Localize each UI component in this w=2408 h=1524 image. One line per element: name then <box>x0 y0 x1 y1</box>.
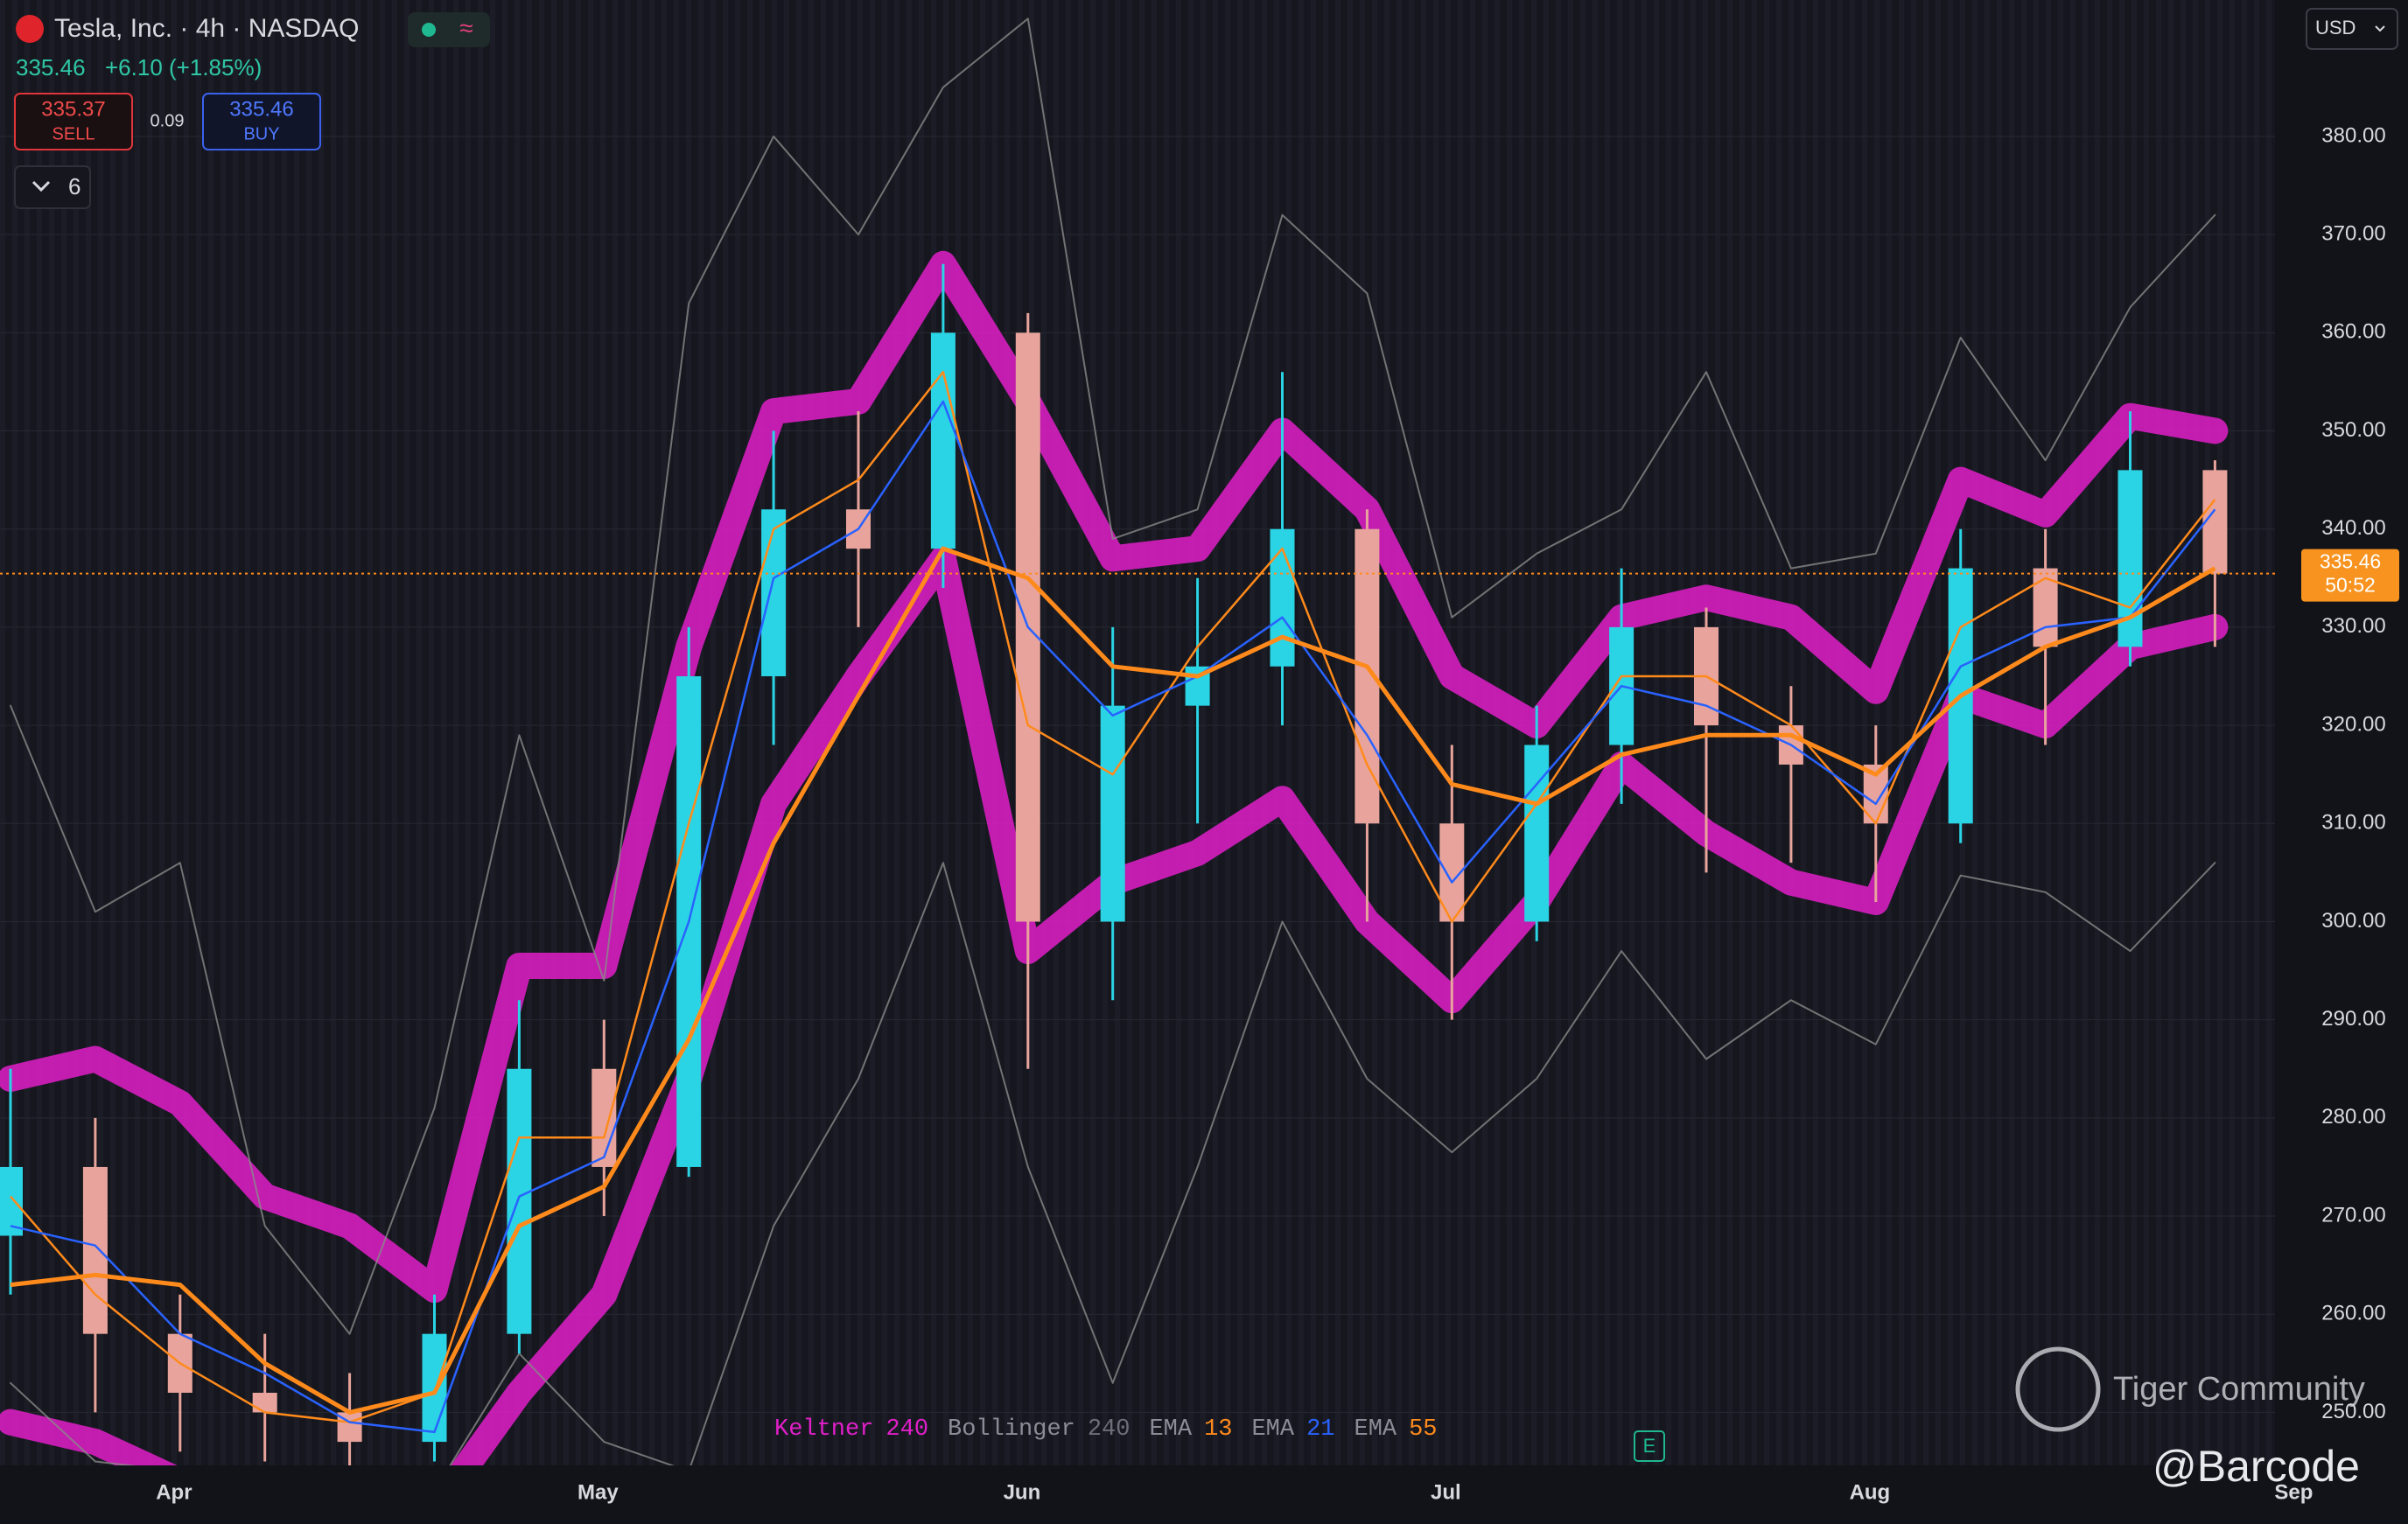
status-pill[interactable] <box>408 12 490 47</box>
price-tag <box>2301 549 2399 602</box>
candle-body <box>422 1333 447 1443</box>
symbol-title: Tesla, Inc. · 4h · NASDAQ <box>54 14 359 43</box>
y-tick-label: 320.00 <box>2321 712 2385 736</box>
sell-label: SELL <box>52 124 95 143</box>
watermark-brand: Tiger Community <box>2113 1371 2365 1408</box>
legend-length: 13 <box>1204 1416 1232 1443</box>
y-tick-label: 340.00 <box>2321 516 2385 540</box>
watermark-logo <box>2015 1346 2101 1432</box>
legend-length: 240 <box>1088 1416 1130 1443</box>
candle-body <box>82 1166 108 1334</box>
currency: USD <box>2315 17 2356 38</box>
legend-name: Bollinger <box>948 1416 1075 1443</box>
y-tick-label: 300.00 <box>2321 909 2385 933</box>
y-tick-label: 380.00 <box>2321 123 2385 147</box>
x-tick-label: Apr <box>156 1480 192 1504</box>
y-tick-label: 370.00 <box>2321 221 2385 245</box>
candle-body <box>507 1068 532 1334</box>
legend-name: EMA <box>1251 1416 1294 1443</box>
chevron <box>32 180 51 192</box>
legend-name: EMA <box>1149 1416 1192 1443</box>
keltner-band <box>0 250 2229 1304</box>
earnings-icon: E <box>1643 1435 1656 1457</box>
ema-line <box>10 400 2216 1434</box>
legend-name: EMA <box>1354 1416 1397 1443</box>
buy-price: 335.46 <box>229 97 293 121</box>
tesla-logo <box>16 15 44 43</box>
y-tick-label: 350.00 <box>2321 418 2385 442</box>
sell-price: 335.37 <box>41 97 105 121</box>
y-tick-label: 270.00 <box>2321 1203 2385 1227</box>
candle-body <box>1100 705 1125 922</box>
candle-body <box>0 1166 23 1236</box>
bollinger-line <box>10 17 2216 1335</box>
candle-body <box>1524 745 1550 922</box>
plot-area <box>0 17 2275 1465</box>
legend-length: 55 <box>1409 1416 1437 1443</box>
y-tick-label: 290.00 <box>2321 1007 2385 1031</box>
legend-length: 21 <box>1306 1416 1334 1443</box>
buy-button[interactable] <box>202 93 321 150</box>
x-tick-label: Jul <box>1431 1480 1461 1504</box>
candle-body <box>1270 528 1295 667</box>
chevron <box>2375 25 2385 32</box>
y-tick-label: 280.00 <box>2321 1105 2385 1129</box>
overlay-ui: Tesla, Inc. · 4h · NASDAQ ≈ 335.46 +6.10… <box>14 8 2398 1491</box>
y-tick-label: 360.00 <box>2321 320 2385 344</box>
watermark-handle: @Barcode <box>2152 1442 2360 1491</box>
status-icon: ≈ <box>459 14 472 41</box>
earnings-marker[interactable] <box>1634 1430 1665 1462</box>
indicator-toggle[interactable] <box>14 165 91 209</box>
y-tick-label: 250.00 <box>2321 1400 2385 1423</box>
y-tick-label: 310.00 <box>2321 811 2385 835</box>
x-tick-label: Aug <box>1850 1480 1891 1504</box>
bollinger-line <box>10 862 2216 1465</box>
candle-body <box>252 1392 277 1413</box>
price-tag-countdown: 50:52 <box>2325 574 2376 597</box>
y-tick-label: 260.00 <box>2321 1302 2385 1325</box>
indicator-count: 6 <box>68 173 80 199</box>
currency-select[interactable] <box>2306 8 2398 50</box>
market-status <box>422 23 436 37</box>
x-tick-label: Sep <box>2274 1480 2313 1504</box>
legend-name: Keltner <box>774 1416 873 1443</box>
candle-body <box>2202 470 2228 574</box>
candle-body <box>592 1068 617 1167</box>
x-tick-label: Jun <box>1004 1480 1041 1504</box>
spread: 0.09 <box>150 111 185 130</box>
price-tag-price: 335.46 <box>2320 550 2381 573</box>
plot-background <box>0 0 2275 1465</box>
candle-body <box>930 332 956 549</box>
y-tick-label: 330.00 <box>2321 614 2385 638</box>
ema-line <box>10 370 2216 1423</box>
x-tick-label: May <box>578 1480 619 1504</box>
ema-line <box>10 546 2216 1415</box>
sell-button[interactable] <box>14 93 133 150</box>
last-price: 335.46 <box>16 54 86 80</box>
candle-body <box>761 509 787 676</box>
price-change: +6.10 (+1.85%) <box>105 54 262 80</box>
buy-label: BUY <box>243 124 279 143</box>
legend-length: 240 <box>886 1416 928 1443</box>
